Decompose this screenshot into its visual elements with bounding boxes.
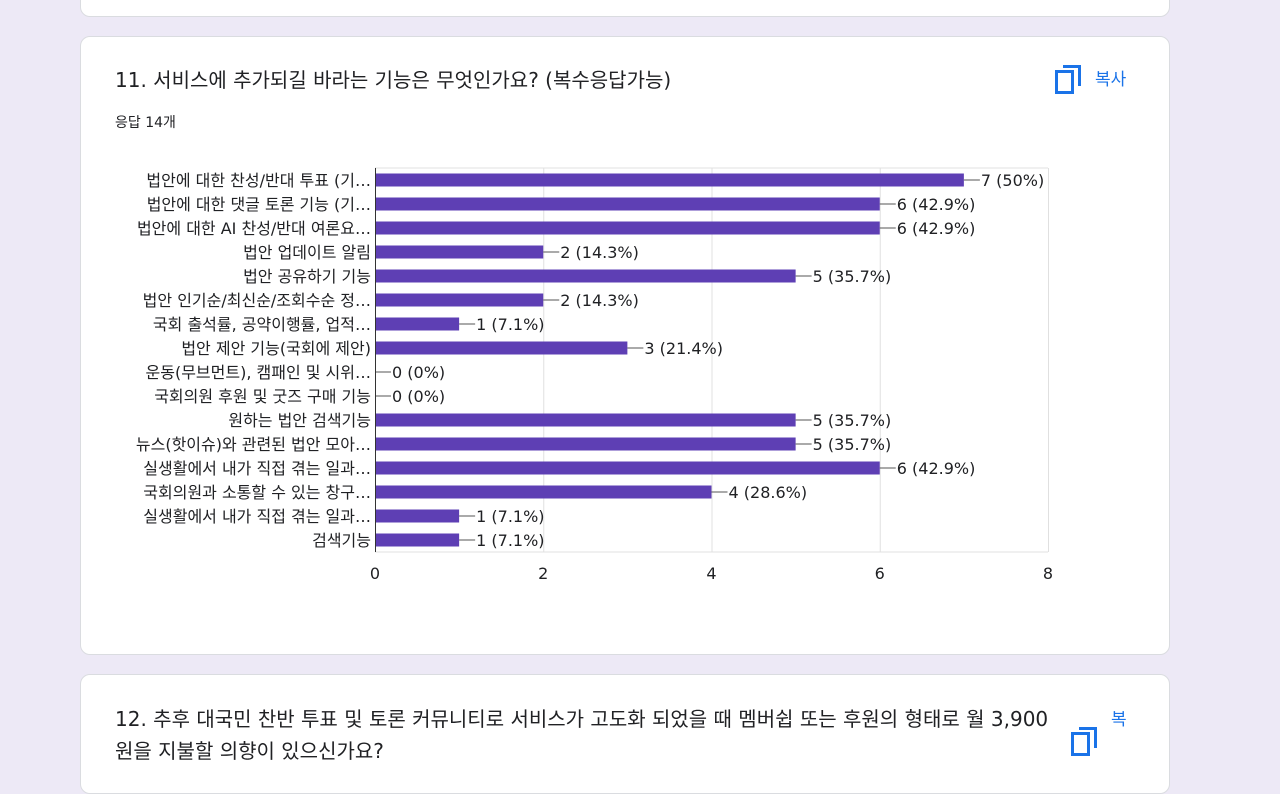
bar[interactable] bbox=[376, 437, 796, 451]
previous-question-card bbox=[80, 0, 1170, 17]
x-tick-label: 4 bbox=[706, 564, 716, 583]
category-label: 법안에 대한 댓글 토론 기능 (기… bbox=[147, 195, 371, 214]
bar[interactable] bbox=[376, 293, 544, 307]
data-label: 2 (14.3%) bbox=[560, 291, 639, 310]
question-12-card: 12. 추후 대국민 찬반 투표 및 토론 커뮤니티로 서비스가 고도화 되었을… bbox=[80, 674, 1170, 794]
data-label: 4 (28.6%) bbox=[729, 483, 808, 502]
category-label: 국회의원 후원 및 굿즈 구매 기능 bbox=[154, 387, 371, 406]
x-tick-label: 0 bbox=[370, 564, 380, 583]
copy-chart-button[interactable]: 복 bbox=[1071, 705, 1127, 757]
data-label: 7 (50%) bbox=[981, 171, 1044, 190]
data-label: 5 (35.7%) bbox=[813, 267, 892, 286]
data-label: 0 (0%) bbox=[392, 363, 445, 382]
category-label: 법안 공유하기 기능 bbox=[243, 267, 371, 286]
data-label: 1 (7.1%) bbox=[476, 315, 544, 334]
bar[interactable] bbox=[376, 461, 880, 475]
bar[interactable] bbox=[376, 533, 460, 547]
response-bar-chart: 0 2 4 6 8 7 (50%) 법안에 대한 찬성/반대 투표 (기… 6 (42.9%)… bbox=[136, 167, 1053, 583]
copy-icon bbox=[1055, 65, 1081, 95]
x-tick-label: 6 bbox=[875, 564, 885, 583]
bar[interactable] bbox=[376, 245, 544, 259]
x-tick-label: 8 bbox=[1043, 564, 1053, 583]
data-label: 0 (0%) bbox=[392, 387, 445, 406]
category-label: 원하는 법안 검색기능 bbox=[228, 411, 371, 430]
copy-icon bbox=[1071, 727, 1097, 757]
bar[interactable] bbox=[376, 317, 460, 331]
data-label: 3 (21.4%) bbox=[644, 339, 723, 358]
response-count: 응답 14개 bbox=[115, 115, 176, 131]
bar[interactable] bbox=[376, 509, 460, 523]
category-label: 법안에 대한 찬성/반대 투표 (기… bbox=[146, 171, 371, 190]
copy-label: 복사 bbox=[1095, 70, 1127, 90]
data-label: 1 (7.1%) bbox=[476, 507, 544, 526]
data-label: 6 (42.9%) bbox=[897, 459, 976, 478]
category-label: 법안 인기순/최신순/조회수순 정… bbox=[143, 291, 371, 310]
question-title: 12. 추후 대국민 찬반 투표 및 토론 커뮤니티로 서비스가 고도화 되었을… bbox=[115, 707, 1049, 763]
bar[interactable] bbox=[376, 413, 796, 427]
category-label: 검색기능 bbox=[312, 531, 371, 550]
data-label: 6 (42.9%) bbox=[897, 195, 976, 214]
category-label: 법안에 대한 AI 찬성/반대 여론요… bbox=[137, 219, 371, 238]
category-label: 법안 업데이트 알림 bbox=[243, 243, 371, 262]
category-label: 운동(무브먼트), 캠패인 및 시위… bbox=[146, 363, 371, 382]
bar[interactable] bbox=[376, 485, 712, 499]
category-label: 실생활에서 내가 직접 겪는 일과… bbox=[143, 459, 371, 478]
data-label: 5 (35.7%) bbox=[813, 411, 892, 430]
copy-label: 복 bbox=[1111, 710, 1127, 730]
data-label: 1 (7.1%) bbox=[476, 531, 544, 550]
data-label: 5 (35.7%) bbox=[813, 435, 892, 454]
bar[interactable] bbox=[376, 197, 880, 211]
bar[interactable] bbox=[376, 221, 880, 235]
copy-chart-button[interactable]: 복사 bbox=[1055, 65, 1126, 95]
bar[interactable] bbox=[376, 269, 796, 283]
category-label: 실생활에서 내가 직접 겪는 일과… bbox=[143, 507, 371, 526]
data-label: 6 (42.9%) bbox=[897, 219, 976, 238]
data-label: 2 (14.3%) bbox=[560, 243, 639, 262]
category-label: 국회 출석률, 공약이행률, 업적… bbox=[153, 315, 371, 334]
category-label: 법안 제안 기능(국회에 제안) bbox=[181, 339, 371, 358]
category-label: 뉴스(핫이슈)와 관련된 법안 모아… bbox=[136, 435, 371, 454]
bar[interactable] bbox=[376, 173, 964, 187]
bar[interactable] bbox=[376, 341, 628, 355]
x-tick-label: 2 bbox=[538, 564, 548, 583]
question-title: 11. 서비스에 추가되길 바라는 기능은 무엇인가요? (복수응답가능) bbox=[115, 68, 672, 92]
category-label: 국회의원과 소통할 수 있는 창구… bbox=[143, 483, 371, 502]
